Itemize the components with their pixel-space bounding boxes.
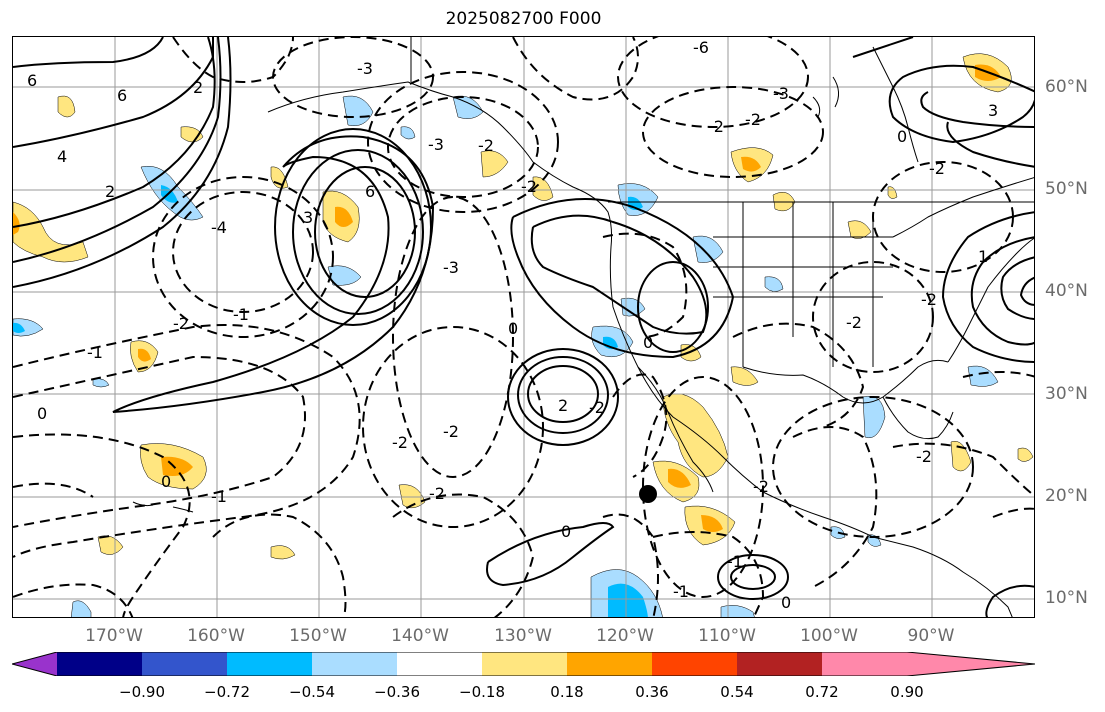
colorbar-tick: 0.36 (635, 683, 669, 701)
colorbar-tick: −0.18 (459, 683, 505, 701)
contour-label: 3 (303, 208, 313, 227)
map-panel: 6 6 2 4 2 -3 -3 6 3 -4 -2 -3 -2 -1 0 -2 … (12, 36, 1035, 618)
lat-label-60n: 60°N (1045, 77, 1088, 97)
colorbar-tick: −0.90 (119, 683, 165, 701)
colorbar-segment (397, 652, 482, 676)
contour-label: -1 (211, 487, 227, 506)
contour-label: -1 (233, 305, 249, 324)
lon-label-100w: 100°W (800, 626, 858, 646)
contour-label: -2 (589, 398, 605, 417)
contour-label: -6 (693, 38, 709, 57)
contour-label-group: 6 6 2 4 2 -3 -3 6 3 -4 -2 -3 -2 -1 0 -2 … (27, 38, 998, 612)
contour-label: 0 (561, 522, 571, 541)
colorbar (12, 652, 1035, 676)
contour-label: -2 (753, 477, 769, 496)
contour-label: 3 (988, 101, 998, 120)
contour-label: -2 (521, 177, 537, 196)
colorbar-segment (822, 652, 907, 676)
lon-label-140w: 140°W (391, 626, 449, 646)
lat-label-40n: 40°N (1045, 281, 1088, 301)
contour-label: -3 (773, 84, 789, 103)
colorbar-segment (12, 652, 57, 676)
colorbar-segment (312, 652, 397, 676)
coastlines (132, 37, 1034, 617)
contour-label: -2 (745, 110, 761, 129)
lon-label-110w: 110°W (698, 626, 756, 646)
contour-label: 0 (508, 319, 518, 338)
colorbar-segment (907, 652, 1035, 676)
contour-label: 0 (37, 404, 47, 423)
contour-label: -2 (392, 433, 408, 452)
contour-label: 1 (978, 247, 988, 266)
contour-label: 2 (193, 78, 203, 97)
contour-label: -2 (921, 290, 937, 309)
contour-label: 0 (161, 472, 171, 491)
anomaly-shading (13, 53, 1034, 617)
contour-label: -1 (727, 552, 743, 571)
colorbar-tick: 0.54 (720, 683, 754, 701)
contour-label: 2 (105, 182, 115, 201)
contour-label: -2 (708, 117, 724, 136)
lon-label-150w: 150°W (289, 626, 347, 646)
lat-label-50n: 50°N (1045, 179, 1088, 199)
colorbar-tick: −0.72 (204, 683, 250, 701)
lat-label-30n: 30°N (1045, 384, 1088, 404)
contour-label: -3 (443, 258, 459, 277)
contour-label: -1 (673, 582, 689, 601)
contour-label: -2 (443, 422, 459, 441)
contour-label: -2 (429, 484, 445, 503)
colorbar-segment (567, 652, 652, 676)
contour-label: -2 (173, 314, 189, 333)
contour-label: 4 (57, 147, 67, 166)
lon-label-120w: 120°W (596, 626, 654, 646)
contour-label: 6 (27, 71, 37, 90)
contour-label: 0 (643, 333, 653, 352)
colorbar-tick: 0.72 (805, 683, 839, 701)
colorbar-segment (142, 652, 227, 676)
storm-center-marker (639, 485, 657, 503)
colorbar-tick: 0.90 (890, 683, 924, 701)
lon-label-90w: 90°W (907, 626, 955, 646)
colorbar-tick: 0.18 (550, 683, 584, 701)
contour-label: -3 (428, 135, 444, 154)
contour-lines (13, 37, 1034, 617)
contour-label: -2 (846, 313, 862, 332)
contour-label: -2 (929, 159, 945, 178)
lat-label-20n: 20°N (1045, 486, 1088, 506)
colorbar-segment (227, 652, 312, 676)
contour-label: 2 (558, 396, 568, 415)
contour-label: 6 (365, 182, 375, 201)
colorbar-segment (652, 652, 737, 676)
colorbar-tick: −0.54 (289, 683, 335, 701)
colorbar-segment (737, 652, 822, 676)
contour-label: -1 (87, 343, 103, 362)
contour-label: 6 (117, 86, 127, 105)
contour-label: -2 (478, 136, 494, 155)
lon-label-130w: 130°W (494, 626, 552, 646)
colorbar-segment (482, 652, 567, 676)
map-canvas: 6 6 2 4 2 -3 -3 6 3 -4 -2 -3 -2 -1 0 -2 … (13, 37, 1034, 617)
lat-label-10n: 10°N (1045, 588, 1088, 608)
colorbar-tick: −0.36 (374, 683, 420, 701)
colorbar-segment (57, 652, 142, 676)
contour-label: -3 (357, 59, 373, 78)
contour-label: 0 (781, 593, 791, 612)
contour-label: 0 (897, 127, 907, 146)
contour-label: -4 (211, 218, 227, 237)
contour-label: -2 (916, 447, 932, 466)
map-title: 2025082700 F000 (445, 9, 602, 29)
lon-label-170w: 170°W (85, 626, 143, 646)
lon-label-160w: 160°W (187, 626, 245, 646)
graticule (13, 37, 1034, 617)
